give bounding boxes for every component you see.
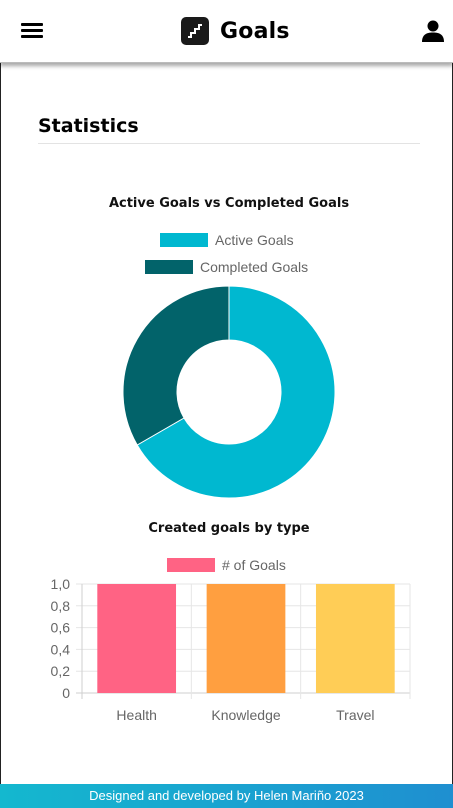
bar-travel[interactable] xyxy=(315,584,395,693)
y-tick-label: 0,2 xyxy=(51,663,71,679)
goals-by-type-bar-chart: Created goals by type # of Goals 0 0,2 0,4… xyxy=(51,521,411,723)
footer: Designed and developed by Helen Mariño 2… xyxy=(0,784,453,808)
brand[interactable]: Goals xyxy=(181,17,290,45)
legend-swatch-completed-goals[interactable] xyxy=(145,260,193,274)
y-tick-label: 0,4 xyxy=(51,641,71,657)
active-vs-completed-doughnut-chart: Active Goals vs Completed Goals Active G… xyxy=(109,196,349,499)
bar-health[interactable] xyxy=(97,584,177,693)
legend-swatch-active-goals[interactable] xyxy=(160,233,208,247)
hamburger-menu-icon[interactable] xyxy=(21,23,43,39)
bar-chart-title: Created goals by type xyxy=(148,521,309,536)
legend-label-goals-count[interactable]: # of Goals xyxy=(222,557,286,573)
x-tick-label: Travel xyxy=(336,707,374,723)
y-tick-label: 1,0 xyxy=(51,576,71,592)
stairs-logo-icon xyxy=(181,17,209,45)
statistics-heading: Statistics xyxy=(38,115,139,137)
x-tick-label: Knowledge xyxy=(211,707,280,723)
legend-label-active-goals[interactable]: Active Goals xyxy=(215,232,294,248)
app-header: Goals xyxy=(0,0,453,63)
y-tick-label: 0,6 xyxy=(51,620,71,636)
y-tick-label: 0 xyxy=(62,685,70,701)
doughnut-slice-completed-goals[interactable] xyxy=(122,285,230,446)
footer-credit: Designed and developed by Helen Mariño 2… xyxy=(89,788,364,803)
section-divider xyxy=(38,143,420,144)
bar-knowledge[interactable] xyxy=(206,584,286,693)
y-tick-label: 0,8 xyxy=(51,598,71,614)
x-tick-label: Health xyxy=(116,707,156,723)
user-account-icon[interactable] xyxy=(421,19,445,43)
app-title: Goals xyxy=(220,18,290,44)
doughnut-chart-title: Active Goals vs Completed Goals xyxy=(109,196,349,211)
doughnut-slice-active-goals[interactable] xyxy=(136,285,336,499)
legend-swatch-goals-count[interactable] xyxy=(167,558,215,572)
legend-label-completed-goals[interactable]: Completed Goals xyxy=(200,259,308,275)
